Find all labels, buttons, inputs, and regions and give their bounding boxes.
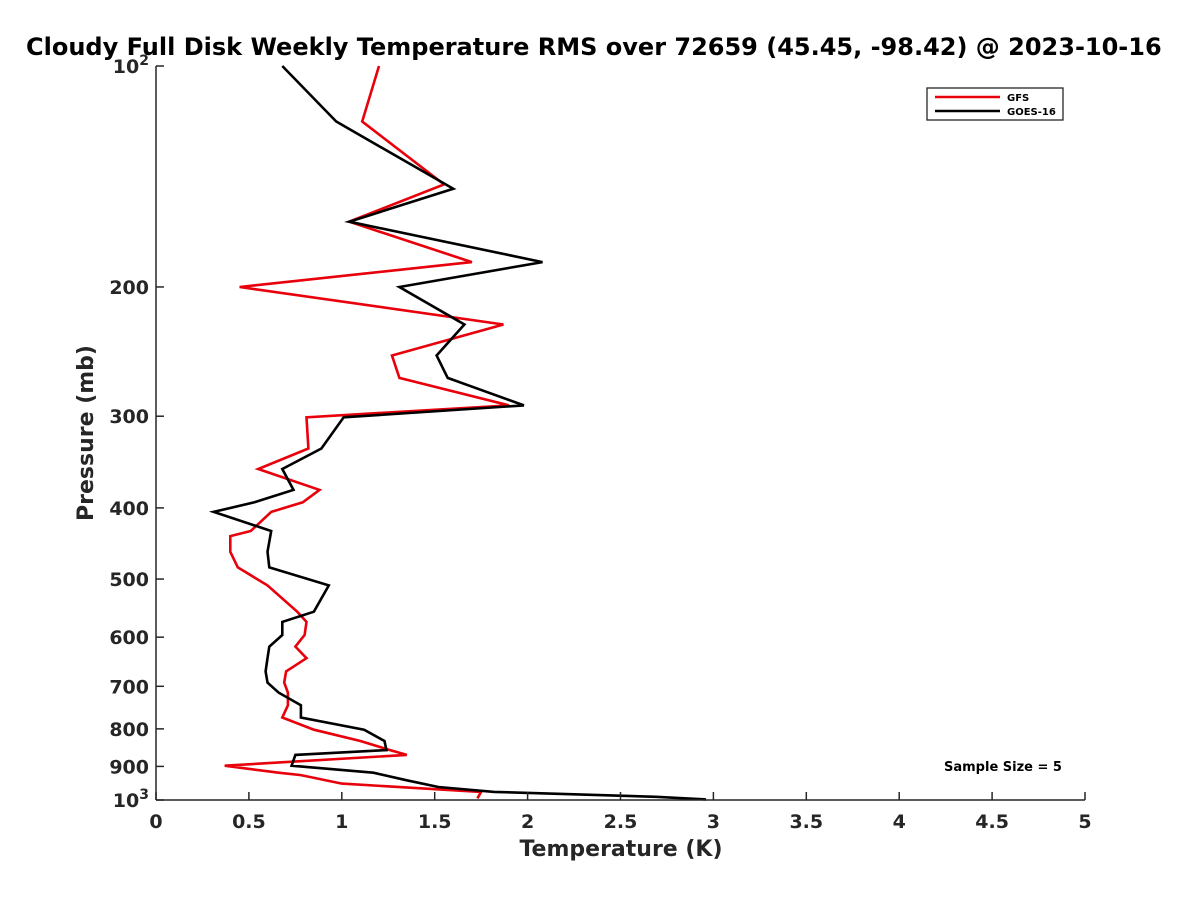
x-tick-label: 1 [335,811,348,833]
sample-size-annotation: Sample Size = 5 [944,760,1062,775]
x-tick-label: 4 [893,811,906,833]
series-layer [208,65,707,801]
y-tick-label: 102 [113,53,149,78]
y-tick-label: 300 [109,406,149,428]
legend-label: GFS [1007,93,1029,104]
y-tick-label: 200 [109,277,149,299]
y-tick-label: 103 [113,787,149,812]
x-tick-label: 4.5 [975,811,1009,833]
x-tick-label: 5 [1078,811,1091,833]
x-axis-label: Temperature (K) [519,837,722,862]
legend: GFS GOES-16 [926,87,1064,121]
y-tick-label: 700 [109,676,149,698]
y-tick-label: 800 [109,719,149,741]
x-tick-label: 3 [707,811,720,833]
legend-label: GOES-16 [1007,107,1056,118]
y-tick-label: 400 [109,498,149,520]
y-tick-label: 500 [109,569,149,591]
y-axis-label: Pressure (mb) [74,345,99,521]
x-tick-label: 2.5 [604,811,638,833]
y-tick-label: 900 [109,756,149,778]
x-tick-label: 2 [521,811,534,833]
series-line-gfs [224,65,510,800]
y-tick-label: 600 [109,627,149,649]
x-tick-label: 0.5 [232,811,266,833]
legend-box [926,87,1064,121]
x-tick-label: 3.5 [789,811,823,833]
series-line-goes-16 [208,65,707,801]
x-tick-label: 1.5 [418,811,452,833]
chart-title: Cloudy Full Disk Weekly Temperature RMS … [26,33,1162,61]
ticks-layer: 0 0.5 1 1.5 2 2.5 3 3.5 4 4.5 5 102 200 300 400 500 600 7… [109,53,1091,833]
x-tick-label: 0 [149,811,162,833]
